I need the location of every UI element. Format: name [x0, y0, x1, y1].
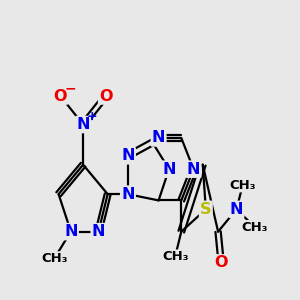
Text: O: O	[214, 255, 228, 270]
Text: S: S	[200, 202, 212, 217]
Text: CH₃: CH₃	[242, 221, 268, 234]
Text: CH₃: CH₃	[162, 250, 188, 263]
Text: N: N	[187, 162, 200, 177]
Text: N: N	[152, 130, 165, 146]
Text: N: N	[64, 224, 78, 239]
Text: O: O	[54, 88, 67, 104]
Text: N: N	[230, 202, 243, 217]
Text: −: −	[65, 82, 76, 96]
Text: CH₃: CH₃	[41, 252, 68, 265]
Text: N: N	[121, 148, 135, 163]
Text: N: N	[162, 162, 176, 177]
Text: +: +	[87, 110, 97, 123]
Text: N: N	[121, 187, 135, 202]
Text: CH₃: CH₃	[230, 179, 256, 192]
Text: O: O	[99, 88, 112, 104]
Text: N: N	[92, 224, 105, 239]
Text: N: N	[76, 117, 90, 132]
